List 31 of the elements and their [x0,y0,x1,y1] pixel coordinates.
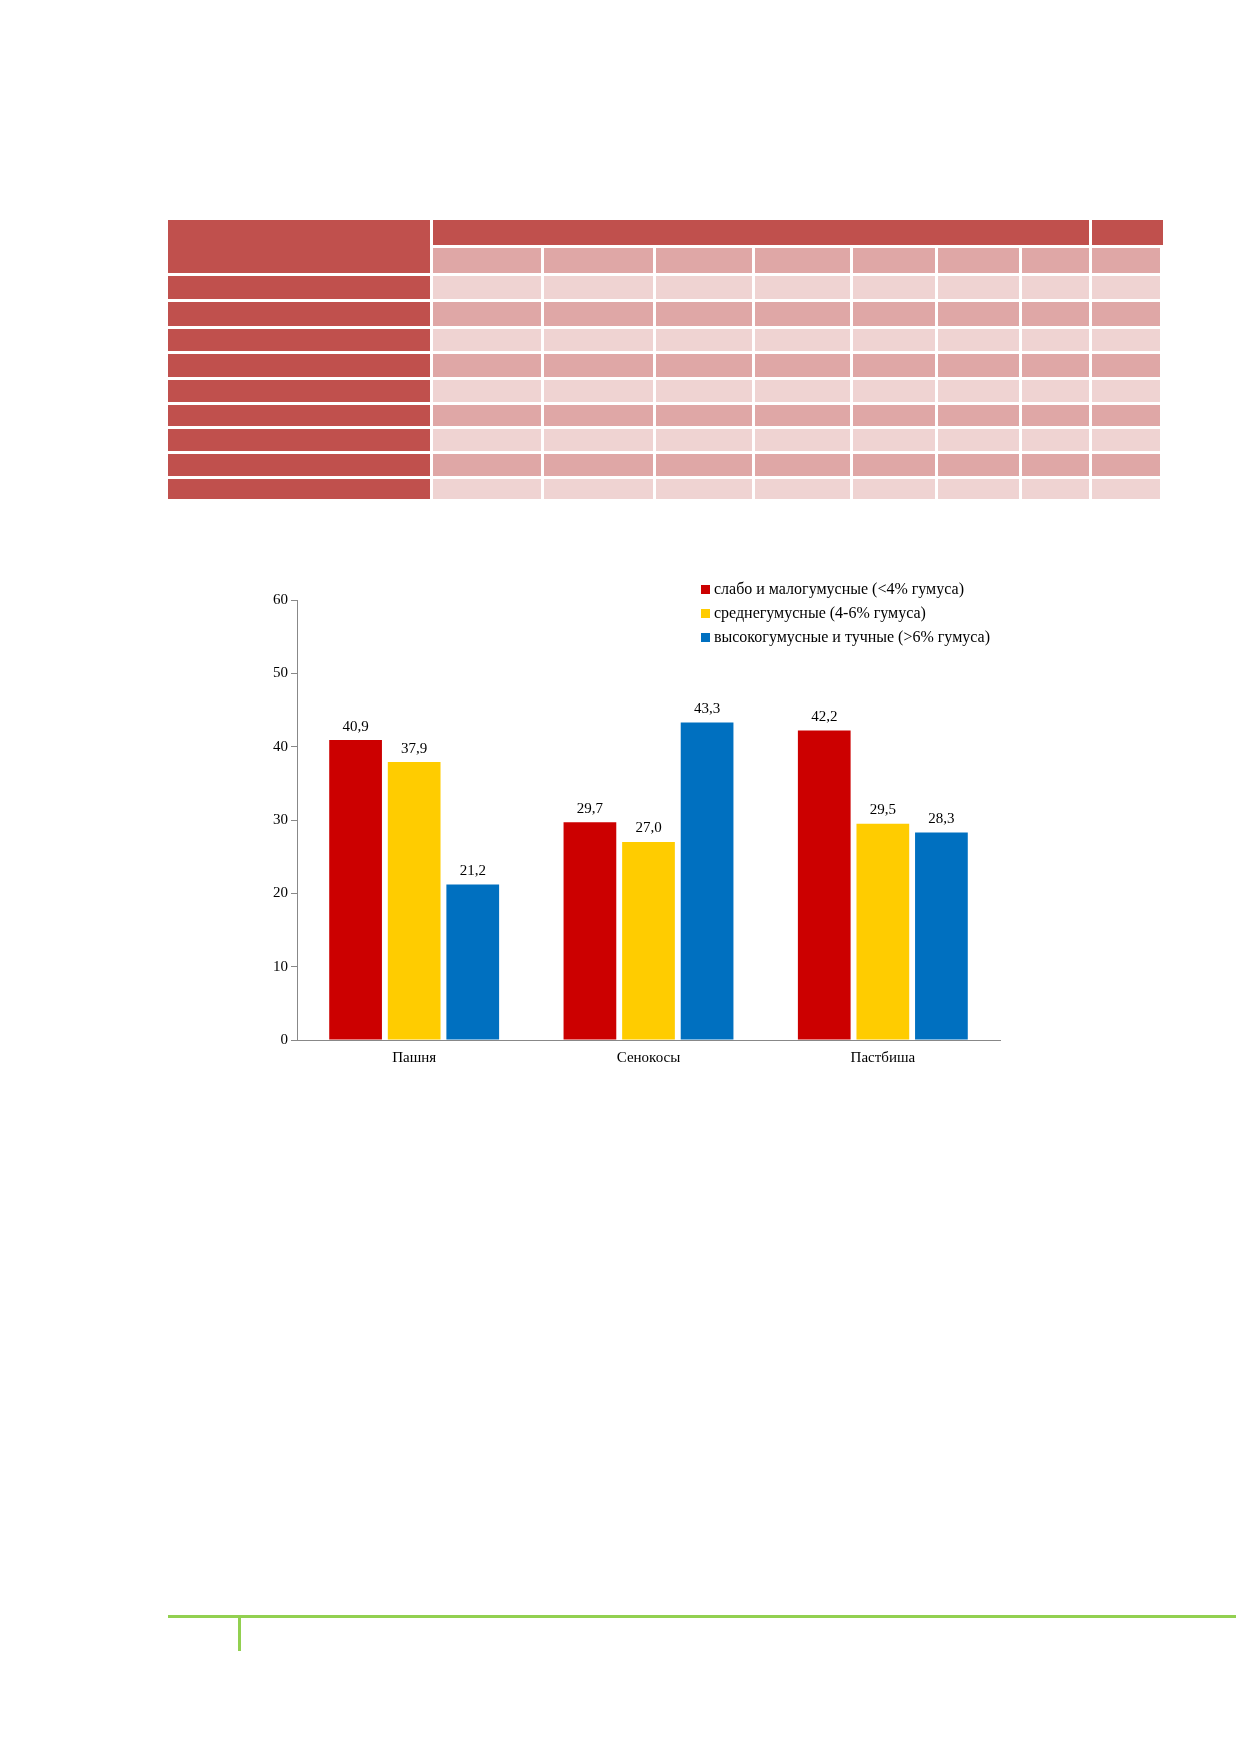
bar [329,740,382,1040]
x-tick-label: Сенокосы [616,1048,681,1065]
y-tick-label: 20 [273,884,288,901]
y-tick-label: 60 [273,590,288,607]
y-tick-label: 10 [273,957,288,974]
y-tick-label: 40 [273,737,288,754]
data-label: 37,9 [401,739,428,756]
bar [622,842,675,1040]
y-tick-label: 50 [273,664,288,681]
legend-label: среднегумусные (4-6% гумуса) [713,604,926,622]
bar [387,762,441,1040]
legend-label: высокогумусные и тучные (>6% гумуса) [713,628,990,646]
y-tick-label: 0 [280,1030,288,1047]
y-tick-label: 30 [273,810,288,827]
data-label: 28,3 [928,809,955,826]
data-label: 40,9 [342,717,369,734]
data-label: 21,2 [459,861,486,878]
data-label: 42,2 [811,707,838,724]
bar [915,832,968,1040]
data-label: 43,3 [693,699,721,716]
x-tick-label: Пастбиша [850,1048,916,1065]
bar [563,822,617,1040]
bar [797,730,851,1040]
data-label: 29,5 [869,801,896,818]
legend-label: слабо и малогумусные (<4% гумуса) [713,580,964,598]
x-tick-label: Пашня [392,1048,437,1065]
data-label: 27,0 [635,819,662,836]
bar [856,823,910,1040]
data-label: 29,7 [576,799,604,816]
bar [446,884,500,1040]
bar [680,722,734,1040]
